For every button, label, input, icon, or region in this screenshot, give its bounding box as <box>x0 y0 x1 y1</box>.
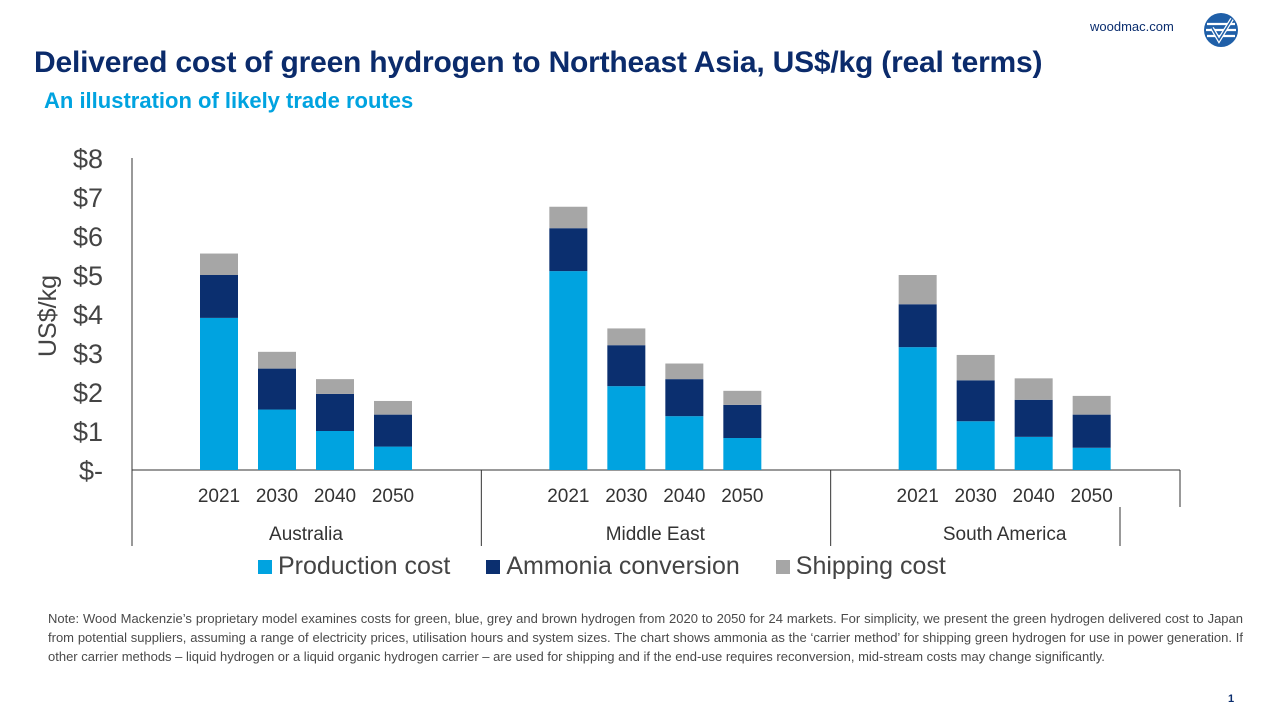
legend-label-ammonia: Ammonia conversion <box>506 552 740 580</box>
bar-segment <box>374 414 412 447</box>
bar-segment <box>956 354 995 381</box>
x-tick-label: 2030 <box>955 486 997 507</box>
bar-segment <box>549 206 588 229</box>
page-title: Delivered cost of green hydrogen to Nort… <box>34 46 1043 79</box>
footnote: Note: Wood Mackenzie’s proprietary model… <box>48 611 1243 664</box>
bar-segment <box>665 363 704 380</box>
bar-segment <box>374 446 412 470</box>
y-tick-label: $6 <box>73 222 103 252</box>
x-tick-label: 2021 <box>198 486 240 507</box>
bar-segment <box>200 317 238 470</box>
x-tick-label: 2050 <box>721 486 763 507</box>
legend-swatch-ammonia <box>486 559 501 574</box>
x-tick-label: 2040 <box>1013 486 1055 507</box>
bar-segment <box>956 421 995 470</box>
bar-segment <box>549 271 588 470</box>
x-tick-label: 2040 <box>663 486 705 507</box>
y-axis-title: US$/kg <box>34 275 62 357</box>
bar-segment <box>607 345 646 387</box>
y-tick-label: $- <box>79 456 103 486</box>
x-tick-label: 2040 <box>314 486 356 507</box>
bar-segment <box>316 393 354 431</box>
bar-segment <box>665 416 704 470</box>
bar-segment <box>898 275 937 305</box>
y-tick-label: $2 <box>73 378 103 408</box>
x-tick-label: 2021 <box>547 486 589 507</box>
bar-segment <box>1014 436 1053 470</box>
legend-label-shipping: Shipping cost <box>795 552 946 580</box>
legend-item-ammonia[interactable]: Ammonia conversion <box>486 552 740 581</box>
bar-segment <box>898 347 937 470</box>
x-tick-label: 2021 <box>897 486 939 507</box>
bar-segment <box>665 379 704 417</box>
chart-legend: Production cost Ammonia conversion Shipp… <box>258 552 946 581</box>
page-number: 1 <box>1228 693 1235 705</box>
bar-segment <box>1014 378 1053 400</box>
bar-segment <box>723 438 762 470</box>
x-tick-label: 2050 <box>372 486 414 507</box>
legend-swatch-production <box>258 559 272 574</box>
bar-segment <box>258 368 296 410</box>
x-tick-label: 2030 <box>605 486 647 507</box>
page-subtitle: An illustration of likely trade routes <box>44 88 414 113</box>
bar-segment <box>898 304 937 348</box>
bar-segment <box>316 379 354 394</box>
bar-segment <box>607 328 646 346</box>
bar-segment <box>723 404 762 439</box>
bar-segment <box>549 228 588 272</box>
bar-segment <box>374 400 412 415</box>
woodmac-logo-icon <box>1204 13 1238 47</box>
legend-item-shipping[interactable]: Shipping cost <box>775 552 946 581</box>
x-tick-label: 2030 <box>256 486 298 507</box>
bar-segment <box>723 390 762 405</box>
bar-segment <box>607 386 646 470</box>
bar-segment <box>316 431 354 470</box>
bar-segment <box>1072 395 1111 415</box>
site-url[interactable]: woodmac.com <box>1090 19 1174 34</box>
group-label: Middle East <box>606 524 706 545</box>
y-tick-label: $4 <box>73 300 103 330</box>
y-tick-label: $3 <box>73 339 103 369</box>
y-tick-label: $8 <box>73 144 103 174</box>
y-tick-label: $5 <box>73 261 103 291</box>
x-tick-label: 2050 <box>1071 486 1113 507</box>
legend-label-production: Production cost <box>278 552 451 580</box>
bar-segment <box>258 351 296 369</box>
bar-segment <box>1014 399 1053 437</box>
y-tick-label: $1 <box>73 417 103 447</box>
y-tick-label: $7 <box>73 183 103 213</box>
bar-segment <box>1072 414 1111 448</box>
legend-item-production[interactable]: Production cost <box>258 552 450 581</box>
bar-segment <box>1072 447 1111 470</box>
group-label: Australia <box>269 524 343 545</box>
bar-segment <box>258 409 296 470</box>
group-label: South America <box>943 524 1067 545</box>
bar-segment <box>200 253 238 275</box>
legend-swatch-shipping <box>775 559 790 574</box>
bar-segment <box>200 275 238 318</box>
bar-segment <box>956 380 995 422</box>
